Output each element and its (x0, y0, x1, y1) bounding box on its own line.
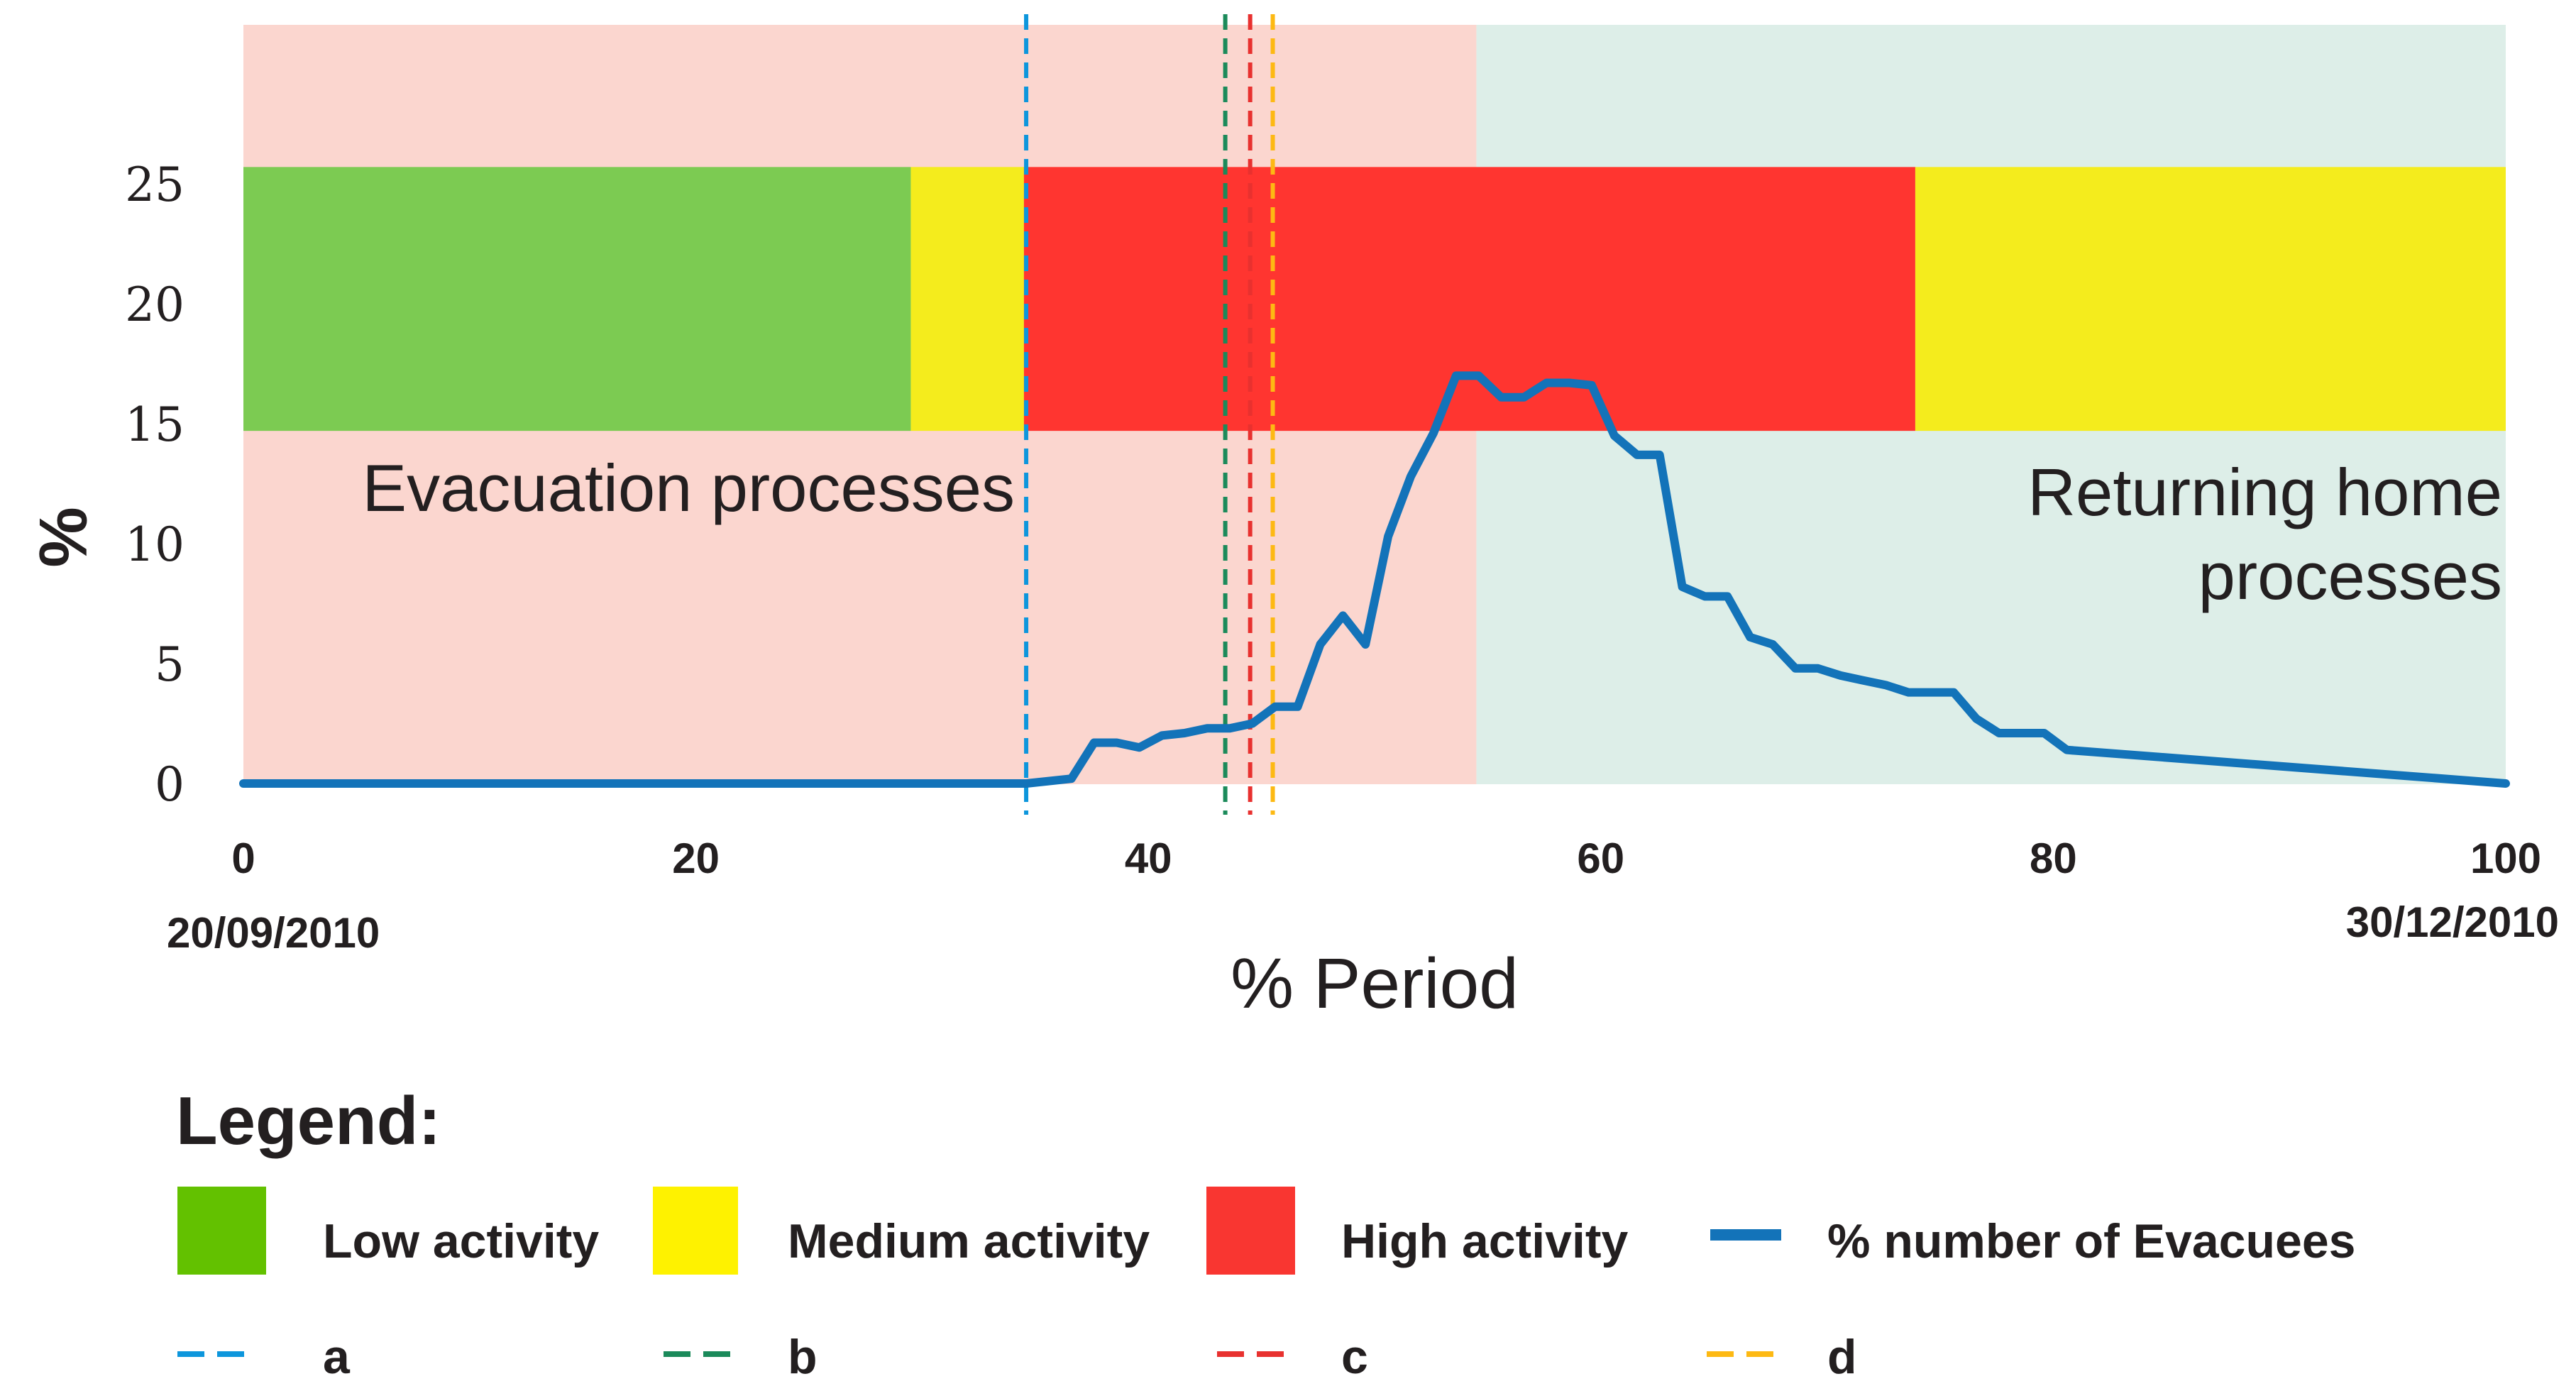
legend-swatch-medium-activity (653, 1187, 738, 1275)
activity-segment-low (243, 167, 911, 431)
x-tick-label: 80 (2030, 835, 2077, 882)
legend-label: % number of Evacuees (1827, 1214, 2355, 1268)
event-markers (1024, 14, 1275, 815)
x-tick-label: 60 (1577, 835, 1624, 882)
y-tick-label: 20 (125, 277, 185, 332)
legend-label: Low activity (323, 1214, 599, 1268)
y-tick-label: 0 (155, 757, 185, 812)
x-axis-label: % Period (1231, 944, 1519, 1023)
start-date: 20/09/2010 (167, 909, 380, 957)
y-axis-label: % (26, 507, 101, 567)
activity-segment-medium (1915, 167, 2506, 431)
y-tick-label: 15 (125, 397, 185, 452)
activity-segment-high (1023, 167, 1915, 431)
zone-labels: Evacuation processes Returning home proces… (362, 451, 2502, 613)
legend-label: Medium activity (788, 1214, 1150, 1268)
x-tick-label: 100 (2470, 835, 2541, 882)
end-date: 30/12/2010 (2346, 898, 2559, 946)
legend-label: High activity (1341, 1214, 1628, 1268)
x-tick-label: 20 (672, 835, 720, 882)
y-tick-label: 25 (125, 158, 185, 212)
zone-label-returning-line: processes (2198, 539, 2502, 613)
y-tick-label: 5 (155, 637, 185, 692)
legend-label-a: a (323, 1330, 351, 1384)
series-line-evacuees (239, 371, 2510, 788)
legend-title: Legend: (176, 1083, 441, 1159)
y-tick-label: 10 (125, 517, 185, 572)
x-tick-label: 0 (231, 835, 255, 882)
legend-label-d: d (1827, 1330, 1857, 1384)
legend-swatch-low-activity (177, 1187, 266, 1275)
series-layer (239, 371, 2510, 788)
axes: 0 5 10 15 20 25% 0 20 40 60 80 100 20/09/2010 30/12/2… (26, 158, 2559, 1023)
activity-band (243, 167, 2506, 431)
legend: Legend: Low activity Medium activity High a… (176, 1083, 2355, 1384)
legend-label-c: c (1341, 1330, 1368, 1384)
zone-label-evacuation: Evacuation processes (362, 451, 1015, 525)
x-tick-label: 40 (1125, 835, 1172, 882)
activity-segment-medium (910, 167, 1024, 431)
legend-label-b: b (788, 1330, 818, 1384)
legend-swatch-high-activity (1206, 1187, 1295, 1275)
zone-label-returning-line: Returning home (2027, 455, 2502, 529)
